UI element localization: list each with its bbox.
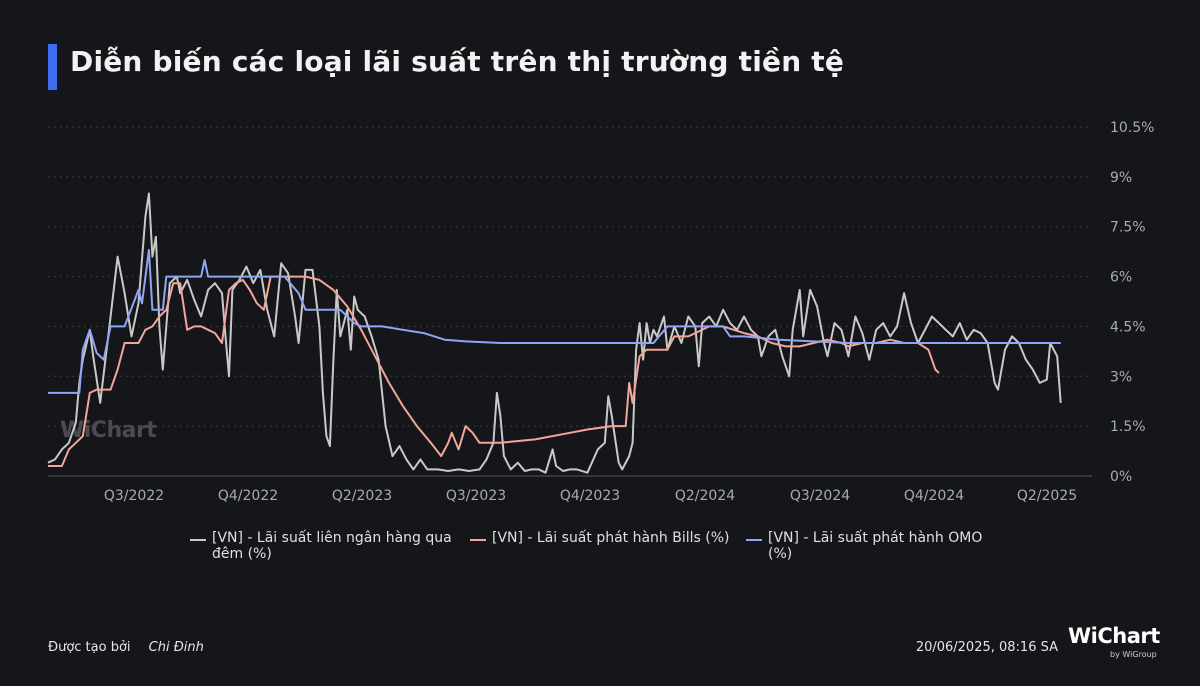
- legend-label-interbank: [VN] - Lãi suất liên ngân hàng qua đêm (…: [212, 530, 452, 562]
- series-lines: [47, 192, 1062, 474]
- x-tick-label: Q2/2023: [332, 488, 392, 504]
- x-tick-label: Q4/2022: [218, 488, 278, 504]
- y-tick-label: 7.5%: [1110, 220, 1146, 236]
- legend-label-omo: [VN] - Lãi suất phát hành OMO (%): [768, 530, 983, 562]
- y-tick-label: 4.5%: [1110, 319, 1146, 335]
- footer-timestamp: 20/06/2025, 08:16 SA: [915, 640, 1058, 655]
- legend-item-bills[interactable]: [VN] - Lãi suất phát hành Bills (%): [470, 530, 746, 562]
- x-tick-label: Q4/2023: [560, 488, 620, 504]
- legend-swatch-bills: [470, 539, 486, 541]
- x-tick-label: Q3/2024: [790, 488, 850, 504]
- created-by-label: Được tạo bởi: [48, 640, 131, 655]
- title-accent-bar: [48, 44, 57, 90]
- series-line-0: [47, 192, 1062, 474]
- y-axis-ticks: 0% 1.5% 3% 4.5% 6% 7.5% 9% 10.5%: [1110, 120, 1154, 485]
- legend-label-bills: [VN] - Lãi suất phát hành Bills (%): [492, 530, 730, 546]
- brand-subtitle: by WiGroup: [1110, 650, 1157, 659]
- y-tick-label: 9%: [1110, 170, 1132, 186]
- y-tick-label: 0%: [1110, 469, 1132, 485]
- x-tick-label: Q4/2024: [904, 488, 964, 504]
- footer-credit: Được tạo bởi Chi Đinh: [48, 640, 204, 655]
- legend-swatch-omo: [746, 539, 762, 541]
- y-tick-label: 10.5%: [1110, 120, 1154, 136]
- x-tick-label: Q3/2023: [446, 488, 506, 504]
- y-tick-label: 6%: [1110, 270, 1132, 286]
- series-line-1: [48, 275, 940, 467]
- legend-swatch-interbank: [190, 539, 206, 541]
- series-line-2: [48, 249, 1061, 394]
- legend-item-interbank[interactable]: [VN] - Lãi suất liên ngân hàng qua đêm (…: [190, 530, 470, 562]
- y-tick-label: 1.5%: [1110, 419, 1146, 435]
- y-tick-label: 3%: [1110, 369, 1132, 385]
- x-tick-label: Q2/2024: [675, 488, 735, 504]
- legend-item-omo[interactable]: [VN] - Lãi suất phát hành OMO (%): [746, 530, 1006, 562]
- brand-name: WiChart: [1068, 624, 1160, 648]
- chart-title: Diễn biến các loại lãi suất trên thị trư…: [70, 45, 845, 78]
- grid-lines: [48, 126, 1092, 477]
- x-tick-label: Q2/2025: [1017, 488, 1077, 504]
- x-tick-label: Q3/2022: [104, 488, 164, 504]
- chart-legend: [VN] - Lãi suất liên ngân hàng qua đêm (…: [190, 530, 1006, 562]
- author-name: Chi Đinh: [148, 640, 204, 655]
- x-axis-ticks: Q3/2022 Q4/2022 Q2/2023 Q3/2023 Q4/2023 Q2/20…: [104, 488, 1077, 504]
- brand-logo[interactable]: WiChart by WiGroup: [1068, 624, 1160, 659]
